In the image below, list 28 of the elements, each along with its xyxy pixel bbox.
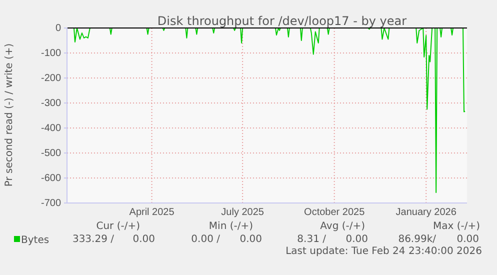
text: 0.00 — [240, 234, 262, 245]
text: 0.00 — [346, 234, 368, 245]
y-tick-label: -400 — [40, 123, 62, 134]
x-tick-label: October 2025 — [304, 207, 366, 218]
y-tick-label: -500 — [40, 148, 62, 160]
text: Min (-/+) — [208, 221, 254, 232]
chart-title: Disk throughput for /dev/loop17 - by year — [157, 14, 407, 28]
x-tick-label: July 2025 — [221, 207, 264, 218]
text: Max (-/+) — [432, 221, 480, 232]
text: 0.00 — [132, 234, 155, 245]
text: 0.00 / — [191, 234, 221, 245]
y-tick-label: -700 — [40, 198, 62, 210]
text: 333.29 / — [72, 234, 115, 245]
y-tick-label: -600 — [40, 173, 62, 184]
x-tick-label: April 2025 — [129, 207, 175, 218]
y-axis-title: Pr second read (-) / write (+) — [4, 43, 15, 187]
text: 86.99k/ — [398, 234, 437, 245]
y-tick-label: -300 — [40, 98, 62, 110]
y-tick-label: 0 — [55, 23, 62, 34]
text: Last update: Tue Feb 24 23:40:00 2026 — [286, 246, 482, 257]
text: 8.31 / — [297, 234, 327, 245]
legend-label: Bytes — [21, 235, 50, 246]
y-tick-label: -100 — [40, 48, 62, 60]
text: 0.00 — [456, 234, 479, 245]
text: Cur (-/+) — [96, 221, 140, 232]
y-tick-label: -200 — [40, 73, 62, 84]
text: Avg (-/+) — [320, 221, 366, 232]
x-tick-label: January 2026 — [396, 207, 457, 218]
